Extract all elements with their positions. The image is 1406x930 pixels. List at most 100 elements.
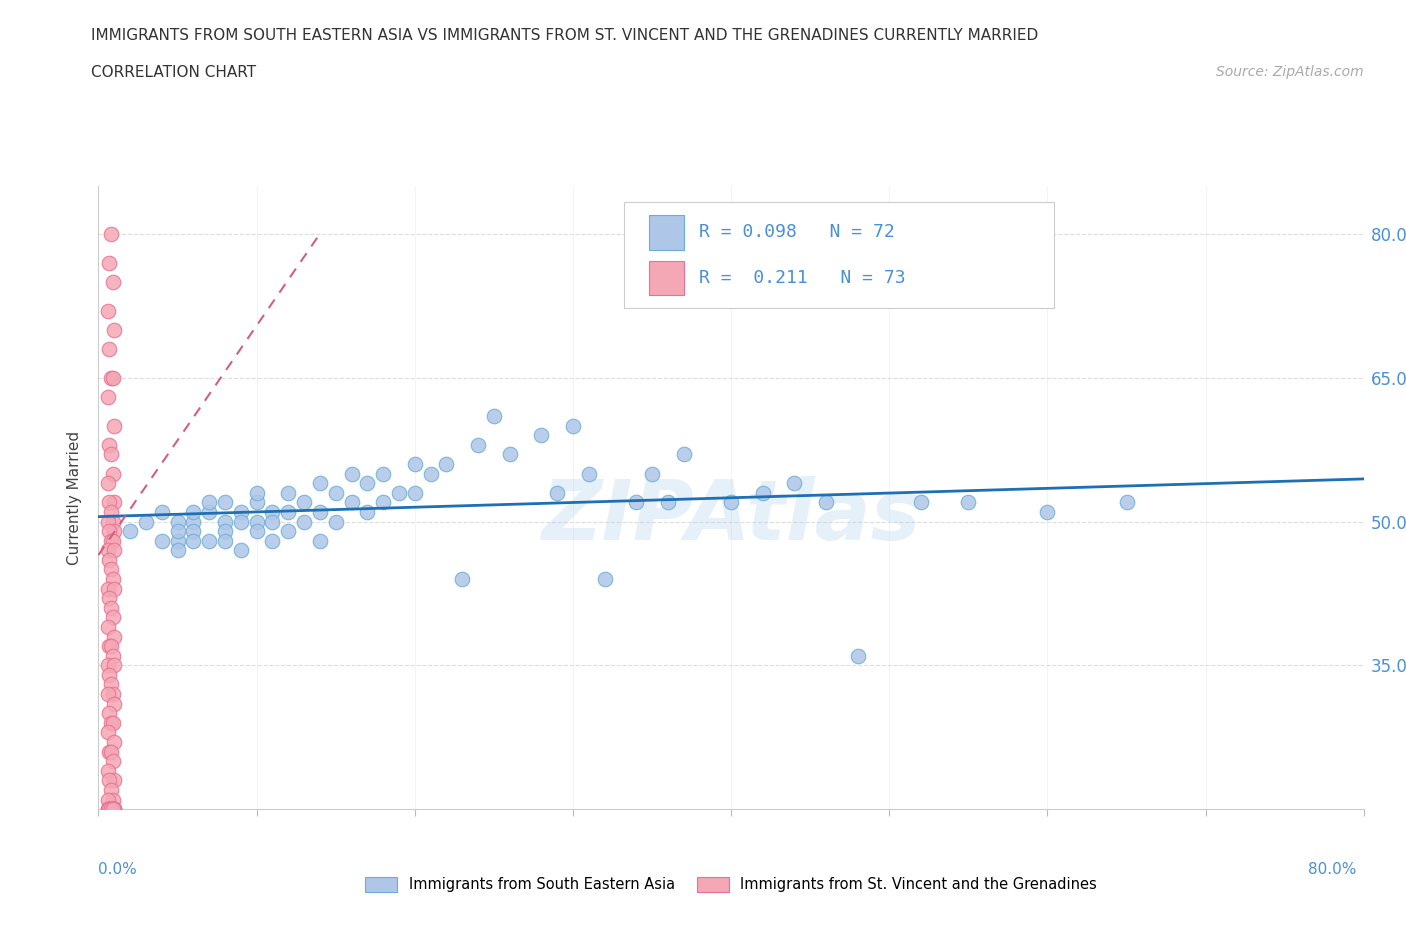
- Point: [325, 514, 347, 529]
- Point: [98, 495, 121, 510]
- Legend: Immigrants from South Eastern Asia, Immigrants from St. Vincent and the Grenadin: Immigrants from South Eastern Asia, Immi…: [366, 877, 1097, 892]
- Point: [103, 418, 125, 433]
- Point: [546, 485, 568, 500]
- Point: [103, 323, 125, 338]
- Point: [578, 466, 600, 481]
- FancyBboxPatch shape: [648, 260, 685, 295]
- Point: [100, 802, 122, 817]
- Point: [404, 485, 426, 500]
- Point: [198, 533, 221, 548]
- Point: [98, 706, 121, 721]
- Point: [98, 773, 121, 788]
- Point: [100, 533, 122, 548]
- FancyBboxPatch shape: [648, 215, 685, 249]
- Point: [246, 485, 269, 500]
- Point: [309, 476, 332, 491]
- Point: [277, 504, 299, 519]
- Point: [720, 495, 742, 510]
- Point: [97, 581, 120, 596]
- Point: [97, 764, 120, 778]
- Point: [498, 447, 520, 462]
- Point: [1115, 495, 1137, 510]
- Point: [97, 658, 120, 672]
- Point: [100, 447, 122, 462]
- Point: [101, 753, 124, 768]
- Point: [262, 514, 284, 529]
- Point: [97, 543, 120, 558]
- Point: [292, 495, 315, 510]
- Point: [277, 524, 299, 538]
- Point: [657, 495, 679, 510]
- Point: [814, 495, 837, 510]
- Point: [103, 543, 125, 558]
- Point: [101, 802, 124, 817]
- Point: [229, 504, 252, 519]
- Point: [229, 514, 252, 529]
- Text: 80.0%: 80.0%: [1309, 862, 1357, 877]
- Point: [214, 524, 236, 538]
- Point: [467, 437, 489, 452]
- Point: [100, 227, 122, 242]
- Point: [103, 697, 125, 711]
- Point: [97, 802, 120, 817]
- Point: [97, 390, 120, 405]
- Point: [751, 485, 773, 500]
- Point: [135, 514, 157, 529]
- Point: [101, 533, 124, 548]
- Point: [183, 533, 205, 548]
- Point: [166, 524, 188, 538]
- Point: [98, 437, 121, 452]
- Point: [198, 495, 221, 510]
- Point: [98, 744, 121, 759]
- Point: [910, 495, 932, 510]
- Point: [97, 303, 120, 318]
- Point: [356, 476, 378, 491]
- Point: [340, 495, 363, 510]
- Point: [166, 533, 188, 548]
- Point: [101, 514, 124, 529]
- Point: [101, 648, 124, 663]
- Point: [103, 802, 125, 817]
- Point: [150, 504, 173, 519]
- Point: [183, 524, 205, 538]
- Point: [309, 504, 332, 519]
- Point: [672, 447, 695, 462]
- Point: [100, 504, 122, 519]
- Point: [100, 715, 122, 730]
- Point: [166, 543, 188, 558]
- Point: [97, 802, 120, 817]
- Point: [451, 572, 474, 587]
- Point: [97, 686, 120, 701]
- Point: [103, 495, 125, 510]
- Point: [100, 677, 122, 692]
- Point: [183, 514, 205, 529]
- Point: [325, 485, 347, 500]
- Point: [846, 648, 869, 663]
- Point: [103, 629, 125, 644]
- Point: [100, 802, 122, 817]
- Point: [100, 744, 122, 759]
- Point: [100, 370, 122, 385]
- Point: [593, 572, 616, 587]
- Point: [101, 802, 124, 817]
- Point: [783, 476, 806, 491]
- Point: [101, 686, 124, 701]
- Point: [98, 668, 121, 683]
- Text: ZIPAtlas: ZIPAtlas: [541, 476, 921, 557]
- Point: [482, 408, 505, 423]
- Point: [101, 610, 124, 625]
- Point: [103, 658, 125, 672]
- Point: [1036, 504, 1059, 519]
- FancyBboxPatch shape: [623, 202, 1054, 308]
- Point: [103, 581, 125, 596]
- Point: [101, 792, 124, 807]
- Point: [120, 524, 141, 538]
- Point: [561, 418, 585, 433]
- Point: [214, 514, 236, 529]
- Point: [101, 572, 124, 587]
- Point: [404, 457, 426, 472]
- Point: [100, 782, 122, 797]
- Point: [97, 792, 120, 807]
- Point: [103, 524, 125, 538]
- Text: CORRELATION CHART: CORRELATION CHART: [91, 65, 256, 80]
